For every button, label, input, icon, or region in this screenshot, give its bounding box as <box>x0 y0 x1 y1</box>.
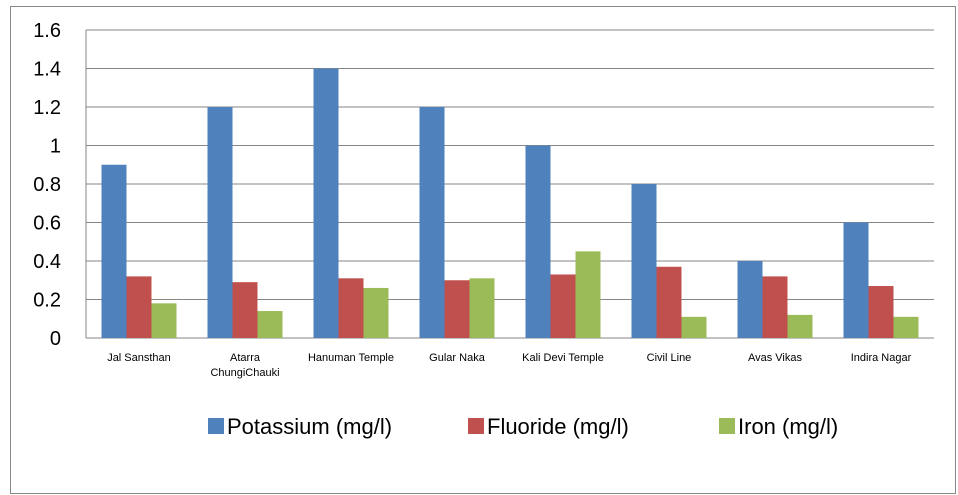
bar-fluoride-2 <box>339 278 364 338</box>
bar-fluoride-5 <box>657 267 682 338</box>
bar-potassium-4 <box>526 146 551 339</box>
x-tick-label-2: Hanuman Temple <box>308 352 394 364</box>
bar-potassium-3 <box>420 107 445 338</box>
y-tick-label-6: 1.2 <box>33 97 61 119</box>
x-tick-label-0: Jal Sansthan <box>107 352 171 364</box>
bar-potassium-5 <box>632 184 657 338</box>
bar-iron-1 <box>258 311 283 338</box>
bar-fluoride-4 <box>551 274 576 338</box>
x-tick-label-1: Atarra ChungiChauki <box>210 352 279 379</box>
x-tick-label-3: Gular Naka <box>429 352 486 364</box>
legend-label-2: Iron (mg/l) <box>738 414 838 439</box>
bar-potassium-0 <box>102 165 127 338</box>
bar-potassium-6 <box>738 261 763 338</box>
y-tick-label-1: 0.2 <box>33 290 61 312</box>
bar-fluoride-3 <box>445 280 470 338</box>
x-tick-label-7: Indira Nagar <box>851 352 912 364</box>
legend-swatch-1 <box>468 418 484 434</box>
legend-swatch-2 <box>719 418 735 434</box>
bar-iron-5 <box>682 317 707 338</box>
legend-swatch-0 <box>208 418 224 434</box>
bar-fluoride-0 <box>127 276 152 338</box>
y-tick-label-8: 1.6 <box>33 20 61 42</box>
bar-iron-2 <box>364 288 389 338</box>
bar-potassium-7 <box>844 223 869 339</box>
y-tick-label-0: 0 <box>50 328 61 350</box>
bar-fluoride-6 <box>763 276 788 338</box>
bar-iron-4 <box>576 251 601 338</box>
bar-fluoride-7 <box>869 286 894 338</box>
x-tick-label-4: Kali Devi Temple <box>522 352 604 364</box>
bar-iron-6 <box>788 315 813 338</box>
legend-label-0: Potassium (mg/l) <box>227 414 392 439</box>
bar-potassium-2 <box>314 69 339 339</box>
y-tick-label-2: 0.4 <box>33 251 61 273</box>
bar-iron-7 <box>894 317 919 338</box>
y-tick-label-7: 1.4 <box>33 59 61 81</box>
bar-iron-3 <box>470 278 495 338</box>
x-tick-label-6: Avas Vikas <box>748 352 803 364</box>
y-tick-label-3: 0.6 <box>33 213 61 235</box>
bar-iron-0 <box>152 303 177 338</box>
y-tick-label-4: 0.8 <box>33 174 61 196</box>
y-tick-label-5: 1 <box>50 136 61 158</box>
x-tick-label-5: Civil Line <box>647 352 692 364</box>
bar-fluoride-1 <box>233 282 258 338</box>
bar-potassium-1 <box>208 107 233 338</box>
legend-label-1: Fluoride (mg/l) <box>487 414 629 439</box>
